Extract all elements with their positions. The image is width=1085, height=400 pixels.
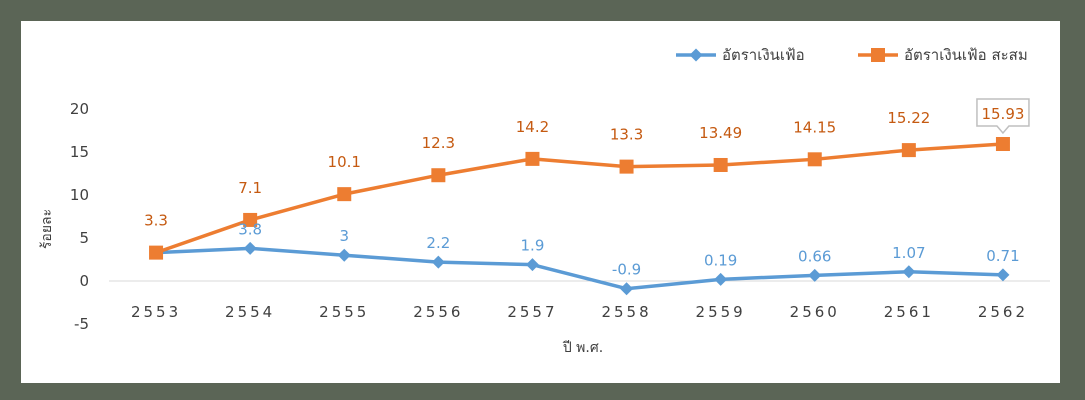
y-tick-label: -5 bbox=[74, 315, 89, 333]
data-point-diamond bbox=[243, 241, 257, 255]
data-point-diamond bbox=[996, 268, 1010, 282]
data-label-series-1: 0.66 bbox=[798, 247, 831, 265]
data-label-series-1: -0.9 bbox=[612, 261, 641, 279]
legend-label-series-1: อัตราเงินเฟ้อ bbox=[722, 46, 805, 64]
data-point-diamond bbox=[620, 282, 634, 296]
data-label-series-2: 10.1 bbox=[328, 153, 361, 171]
data-label-series-2: 13.3 bbox=[610, 126, 643, 144]
data-point-square bbox=[995, 137, 1010, 152]
data-label-callout bbox=[976, 98, 1030, 135]
data-point-square bbox=[713, 157, 728, 172]
data-label-series-2: 14.15 bbox=[793, 118, 836, 136]
x-tick-label: 2557 bbox=[507, 303, 557, 321]
data-point-diamond bbox=[525, 258, 539, 272]
data-label-series-2: 7.1 bbox=[238, 179, 262, 197]
legend-marker-square bbox=[871, 48, 885, 62]
x-tick-label: 2553 bbox=[131, 303, 181, 321]
data-label-series-1: 3 bbox=[339, 227, 349, 245]
x-axis-title: ปี พ.ศ. bbox=[562, 340, 603, 356]
data-label-series-2: 3.3 bbox=[144, 212, 168, 230]
series-line-2 bbox=[155, 142, 1004, 255]
data-point-square bbox=[901, 143, 916, 158]
data-point-square bbox=[337, 187, 352, 202]
data-point-square bbox=[243, 212, 258, 227]
data-point-square bbox=[149, 245, 164, 260]
data-point-diamond bbox=[431, 255, 445, 269]
data-label-series-2: 14.2 bbox=[516, 118, 549, 136]
line-chart: อัตราเงินเฟ้อ อัตราเงินเฟ้อ สะสม -5 0 5 10 15… bbox=[39, 46, 1050, 356]
x-tick-label: 2556 bbox=[413, 303, 463, 321]
data-label-series-1: 1.07 bbox=[892, 244, 925, 262]
y-tick-label: 5 bbox=[79, 229, 89, 247]
data-point-diamond bbox=[337, 248, 351, 262]
y-axis: -5 0 5 10 15 20 bbox=[70, 100, 89, 333]
series-line-1 bbox=[155, 246, 1004, 291]
data-label-series-1: 0.19 bbox=[704, 251, 737, 269]
y-axis-title: ร้อยละ bbox=[39, 209, 55, 249]
y-tick-label: 10 bbox=[70, 186, 89, 204]
data-point-square bbox=[525, 151, 540, 166]
x-tick-label: 2554 bbox=[225, 303, 275, 321]
data-label-series-2: 15.22 bbox=[887, 109, 930, 127]
x-tick-label: 2559 bbox=[696, 303, 746, 321]
data-point-square bbox=[807, 152, 822, 167]
data-label-series-1: 2.2 bbox=[426, 234, 450, 252]
x-tick-label: 2561 bbox=[884, 303, 934, 321]
y-tick-label: 20 bbox=[70, 100, 89, 118]
x-tick-label: 2558 bbox=[601, 303, 651, 321]
series-group bbox=[149, 137, 1010, 296]
x-tick-label: 2562 bbox=[978, 303, 1028, 321]
data-labels: 3.8 3 2.2 1.9 -0.9 0.19 0.66 1.07 0.71 3.3 7.1 10.1… bbox=[144, 98, 1030, 279]
legend-label-series-2: อัตราเงินเฟ้อ สะสม bbox=[904, 46, 1028, 64]
y-tick-label: 0 bbox=[79, 272, 89, 290]
legend-marker-diamond bbox=[689, 48, 703, 62]
data-label-series-1: 0.71 bbox=[986, 247, 1019, 265]
x-tick-label: 2560 bbox=[790, 303, 840, 321]
data-point-square bbox=[431, 168, 446, 183]
x-tick-label: 2555 bbox=[319, 303, 369, 321]
data-label-series-1: 1.9 bbox=[521, 237, 545, 255]
data-label-series-1: 3.8 bbox=[238, 220, 262, 238]
data-point-diamond bbox=[808, 268, 822, 282]
y-tick-label: 15 bbox=[70, 143, 89, 161]
chart-panel: อัตราเงินเฟ้อ อัตราเงินเฟ้อ สะสม -5 0 5 10 15… bbox=[21, 21, 1060, 383]
data-label-series-2: 12.3 bbox=[422, 134, 455, 152]
x-axis: 2553 2554 2555 2556 2557 2558 2559 2560 2561 2562 bbox=[109, 280, 1050, 321]
data-point-diamond bbox=[714, 272, 728, 286]
data-label-series-2: 13.49 bbox=[699, 124, 742, 142]
data-point-diamond bbox=[902, 265, 916, 279]
data-label-series-2: 15.93 bbox=[981, 105, 1024, 123]
legend: อัตราเงินเฟ้อ อัตราเงินเฟ้อ สะสม bbox=[676, 46, 1028, 64]
data-point-square bbox=[619, 159, 634, 174]
